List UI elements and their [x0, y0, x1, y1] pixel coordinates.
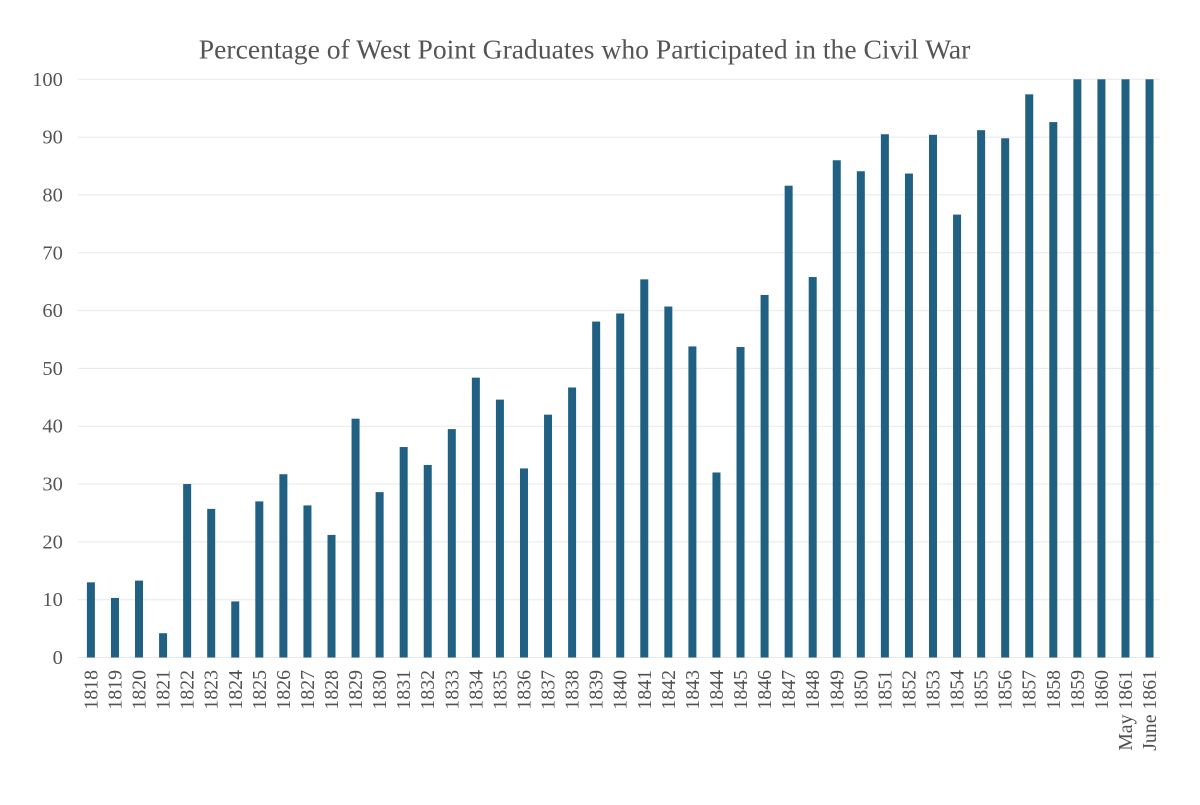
svg-text:30: 30: [42, 474, 63, 496]
svg-text:June 1861: June 1861: [1139, 670, 1161, 751]
svg-text:1839: 1839: [586, 670, 608, 710]
svg-text:10: 10: [42, 589, 63, 611]
svg-text:1848: 1848: [802, 670, 824, 710]
svg-text:0: 0: [53, 647, 63, 669]
svg-text:1847: 1847: [778, 670, 800, 710]
svg-text:1843: 1843: [682, 670, 704, 710]
svg-text:1822: 1822: [177, 670, 199, 710]
svg-text:1828: 1828: [321, 670, 343, 710]
svg-text:1855: 1855: [971, 670, 993, 710]
svg-text:50: 50: [42, 358, 63, 380]
svg-text:60: 60: [42, 300, 63, 322]
svg-text:1856: 1856: [995, 670, 1017, 710]
svg-text:20: 20: [42, 531, 63, 553]
svg-text:1826: 1826: [273, 670, 295, 710]
svg-text:100: 100: [32, 69, 63, 91]
svg-text:Percentage of West Point Gradu: Percentage of West Point Graduates who P…: [199, 34, 971, 65]
svg-text:1820: 1820: [129, 670, 151, 710]
svg-text:1846: 1846: [754, 670, 776, 710]
svg-text:1842: 1842: [658, 670, 680, 710]
svg-text:1833: 1833: [441, 670, 463, 710]
svg-text:1824: 1824: [225, 670, 247, 710]
svg-text:1854: 1854: [947, 670, 969, 710]
svg-text:1849: 1849: [826, 670, 848, 710]
svg-text:1835: 1835: [489, 670, 511, 710]
svg-text:1852: 1852: [898, 670, 920, 710]
svg-text:1818: 1818: [80, 670, 102, 710]
svg-text:1838: 1838: [562, 670, 584, 710]
svg-text:1836: 1836: [513, 670, 535, 710]
svg-text:1829: 1829: [345, 670, 367, 710]
svg-text:1860: 1860: [1091, 670, 1113, 710]
svg-text:70: 70: [42, 242, 63, 264]
svg-text:1837: 1837: [538, 670, 560, 710]
svg-text:1859: 1859: [1067, 670, 1089, 710]
svg-text:May 1861: May 1861: [1115, 670, 1137, 751]
svg-text:1844: 1844: [706, 670, 728, 710]
svg-text:1841: 1841: [634, 670, 656, 710]
svg-text:1821: 1821: [153, 670, 175, 710]
svg-text:1832: 1832: [417, 670, 439, 710]
svg-text:1845: 1845: [730, 670, 752, 710]
svg-text:1857: 1857: [1019, 670, 1041, 710]
svg-text:80: 80: [42, 184, 63, 206]
svg-text:1831: 1831: [393, 670, 415, 710]
svg-text:1853: 1853: [923, 670, 945, 710]
svg-text:1819: 1819: [104, 670, 126, 710]
svg-text:1858: 1858: [1043, 670, 1065, 710]
svg-text:1851: 1851: [874, 670, 896, 710]
svg-text:40: 40: [42, 416, 63, 438]
svg-text:1823: 1823: [201, 670, 223, 710]
svg-text:1825: 1825: [249, 670, 271, 710]
svg-text:1834: 1834: [465, 670, 487, 710]
svg-text:1830: 1830: [369, 670, 391, 710]
svg-text:90: 90: [42, 127, 63, 149]
svg-text:1827: 1827: [297, 670, 319, 710]
svg-text:1850: 1850: [850, 670, 872, 710]
svg-text:1840: 1840: [610, 670, 632, 710]
